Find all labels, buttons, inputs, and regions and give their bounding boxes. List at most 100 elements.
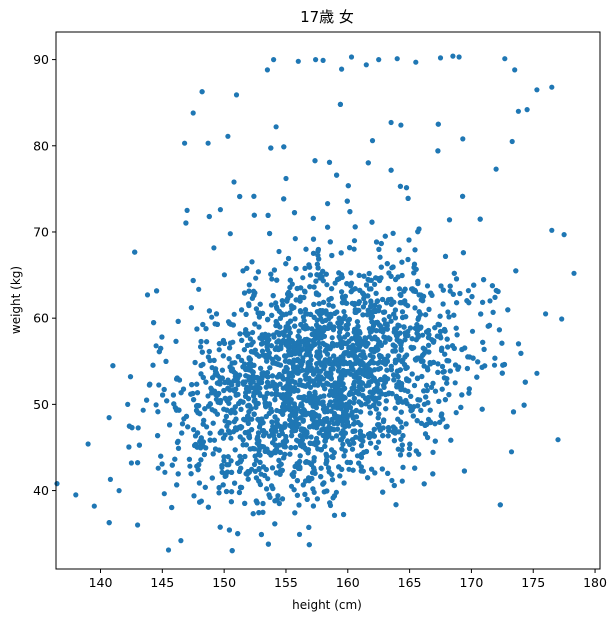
data-point (216, 490, 222, 496)
data-point (295, 339, 302, 345)
x-tick-label: 180 (583, 575, 607, 590)
data-point (372, 281, 378, 287)
data-point (269, 391, 275, 397)
data-point (192, 359, 198, 366)
data-point (369, 466, 375, 472)
data-point (237, 434, 243, 440)
data-point (309, 475, 315, 482)
data-point (377, 365, 383, 371)
data-point (490, 309, 496, 315)
data-point (237, 453, 243, 459)
data-point (350, 287, 356, 293)
data-point (303, 478, 309, 484)
data-point (385, 470, 391, 476)
data-point (362, 335, 368, 341)
data-point (465, 354, 471, 360)
data-point (253, 275, 259, 281)
data-point (398, 347, 404, 353)
data-point (265, 541, 271, 547)
data-point (416, 292, 422, 298)
data-point (265, 347, 271, 353)
data-point (322, 443, 328, 449)
data-point (393, 394, 400, 400)
data-point (250, 329, 256, 336)
data-point (198, 362, 204, 369)
x-tick-label: 160 (336, 575, 360, 590)
data-point (323, 451, 329, 457)
data-point (286, 370, 292, 376)
data-point (418, 324, 424, 330)
data-point (349, 300, 355, 306)
data-point (549, 227, 555, 233)
data-point (311, 301, 317, 307)
data-point (406, 452, 412, 458)
data-point (320, 382, 326, 388)
data-point (322, 342, 328, 348)
x-axis: 140 145 150 155 160 165 170 175 180 (89, 569, 607, 590)
data-point (318, 465, 324, 471)
data-point (414, 418, 420, 424)
data-point (285, 333, 292, 339)
data-point (444, 336, 450, 342)
data-point (373, 328, 379, 334)
data-point (508, 449, 515, 455)
data-point (156, 382, 162, 388)
data-point (344, 198, 350, 204)
data-point (326, 159, 333, 165)
data-point (252, 390, 259, 396)
data-point (223, 413, 229, 419)
data-point (310, 486, 316, 492)
data-point (329, 340, 336, 346)
data-point (188, 471, 194, 477)
data-point (382, 233, 388, 239)
data-point (394, 56, 400, 62)
data-point (306, 396, 312, 402)
data-point (329, 454, 335, 460)
data-point (383, 398, 389, 404)
data-point (450, 53, 456, 59)
data-point (229, 548, 235, 554)
data-point (397, 452, 404, 458)
data-point (161, 491, 167, 497)
data-point (292, 379, 298, 385)
data-point (210, 420, 216, 426)
data-point (231, 378, 237, 384)
data-point (339, 66, 345, 72)
data-point (276, 338, 282, 344)
data-point (441, 326, 448, 333)
data-point (317, 308, 323, 314)
data-point (493, 287, 499, 294)
data-point (251, 292, 257, 298)
data-point (382, 339, 388, 345)
data-point (375, 439, 382, 445)
data-point (298, 427, 304, 433)
data-point (246, 356, 252, 362)
data-point (374, 347, 380, 353)
data-point (491, 362, 498, 368)
data-point (194, 381, 200, 387)
data-point (224, 469, 231, 475)
data-point (246, 282, 252, 288)
data-point (135, 425, 141, 431)
data-point (217, 400, 223, 406)
data-point (351, 395, 357, 402)
data-point (154, 288, 160, 294)
data-point (281, 376, 287, 382)
data-point (421, 481, 427, 487)
x-tick-label: 150 (212, 575, 236, 590)
data-point (409, 336, 415, 342)
data-point (310, 215, 316, 221)
data-point (264, 486, 270, 492)
data-point (341, 480, 347, 486)
data-point (196, 286, 202, 292)
data-point (417, 311, 424, 317)
data-point (445, 309, 451, 315)
data-point (260, 500, 266, 507)
data-point (388, 318, 394, 324)
data-point (309, 326, 315, 332)
data-point (318, 316, 324, 322)
data-point (316, 380, 322, 386)
data-point (126, 444, 132, 450)
data-point (331, 512, 338, 518)
data-point (486, 322, 493, 328)
